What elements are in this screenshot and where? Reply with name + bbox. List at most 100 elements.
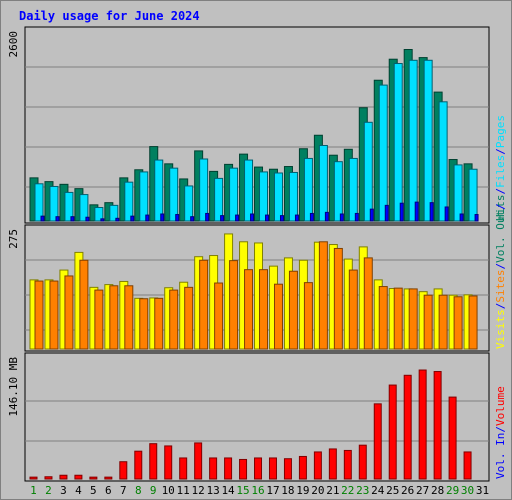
- y-max-label: 2600: [7, 31, 20, 58]
- bar-sites-day-15: [244, 269, 254, 350]
- bar-files-day-8: [139, 171, 149, 222]
- bar-pages-day-20: [324, 211, 329, 222]
- bar-files-day-23: [363, 121, 373, 222]
- bar-files-day-12: [199, 158, 209, 222]
- bar-volume-day-18: [283, 458, 292, 480]
- bar-pages-day-8: [145, 214, 150, 222]
- bar-volume-day-23: [358, 444, 367, 480]
- bar-files-day-5: [94, 207, 104, 222]
- bar-pages-day-16: [265, 214, 270, 222]
- x-label-day-16: 16: [251, 484, 264, 497]
- bar-sites-day-21: [333, 247, 343, 350]
- x-label-day-4: 4: [75, 484, 82, 497]
- bar-files-day-4: [79, 194, 89, 222]
- bar-pages-day-29: [459, 213, 464, 222]
- bar-sites-day-13: [214, 282, 224, 350]
- bar-pages-day-3: [70, 216, 75, 222]
- bar-files-day-11: [184, 185, 194, 222]
- bar-files-day-22: [348, 157, 358, 222]
- bar-volume-day-29: [448, 396, 457, 480]
- x-label-day-15: 15: [236, 484, 249, 497]
- bar-volume-day-13: [209, 457, 218, 480]
- bar-files-day-1: [34, 183, 44, 222]
- bar-volume-day-24: [373, 403, 382, 480]
- bar-volume-day-26: [403, 374, 412, 480]
- bar-sites-day-17: [273, 283, 283, 350]
- x-label-day-10: 10: [162, 484, 175, 497]
- bar-files-day-10: [169, 167, 179, 222]
- bar-volume-day-27: [418, 369, 427, 480]
- bar-files-day-7: [124, 181, 134, 222]
- bar-sites-day-1: [34, 280, 44, 350]
- x-label-day-19: 19: [296, 484, 309, 497]
- bar-volume-day-8: [134, 450, 143, 480]
- bar-pages-day-28: [444, 206, 449, 222]
- x-label-day-25: 25: [386, 484, 399, 497]
- x-label-day-8: 8: [135, 484, 142, 497]
- x-label-day-22: 22: [341, 484, 354, 497]
- bar-volume-day-22: [343, 449, 352, 480]
- bar-pages-day-7: [130, 215, 135, 222]
- x-label-day-24: 24: [371, 484, 385, 497]
- x-label-day-5: 5: [90, 484, 97, 497]
- bar-pages-day-4: [85, 216, 90, 222]
- bar-pages-day-18: [294, 214, 299, 222]
- bar-sites-day-11: [184, 286, 194, 350]
- bar-volume-day-30: [463, 451, 472, 480]
- bar-sites-day-23: [363, 257, 373, 350]
- bar-volume-day-11: [179, 457, 188, 480]
- bar-files-day-14: [229, 167, 239, 222]
- legend-entry: Pages: [494, 115, 507, 148]
- legend-entry: Sites: [494, 270, 507, 303]
- bar-files-day-9: [154, 159, 164, 222]
- bar-sites-day-5: [94, 289, 104, 350]
- bar-volume-day-9: [149, 443, 158, 480]
- x-label-day-30: 30: [461, 484, 474, 497]
- bar-sites-day-16: [259, 269, 269, 350]
- chart-title: Daily usage for June 2024: [19, 9, 200, 23]
- x-label-day-26: 26: [401, 484, 414, 497]
- x-label-day-9: 9: [150, 484, 157, 497]
- bar-volume-day-3: [59, 474, 68, 480]
- bar-files-day-16: [259, 171, 269, 222]
- legend-entry: Visits: [494, 309, 507, 349]
- bar-sites-day-3: [64, 275, 74, 350]
- bar-volume-day-5: [89, 476, 98, 480]
- bar-sites-day-22: [348, 269, 358, 350]
- bar-pages-day-2: [55, 216, 60, 222]
- bar-sites-day-12: [199, 259, 209, 350]
- bar-files-day-26: [408, 59, 418, 222]
- x-label-day-13: 13: [206, 484, 219, 497]
- bar-sites-day-25: [393, 287, 403, 350]
- bar-sites-day-7: [124, 285, 134, 350]
- bar-volume-day-14: [224, 457, 233, 480]
- bar-files-day-20: [318, 144, 328, 222]
- bar-files-day-21: [333, 161, 343, 222]
- bar-files-day-24: [378, 84, 388, 222]
- y-max-label: 146.10 MB: [7, 357, 20, 417]
- bar-volume-day-4: [74, 474, 83, 480]
- bar-pages-day-30: [474, 214, 479, 222]
- legend-entry: Vol. Out: [494, 210, 507, 263]
- bar-pages-day-12: [205, 212, 210, 222]
- bar-pages-day-21: [339, 213, 344, 222]
- bar-sites-day-28: [438, 294, 448, 350]
- bar-files-day-15: [244, 159, 254, 222]
- bar-files-day-2: [49, 185, 59, 222]
- legend-entry: /: [494, 188, 507, 195]
- bar-files-day-17: [273, 172, 283, 222]
- bar-files-day-25: [393, 63, 403, 222]
- bar-pages-day-15: [250, 213, 255, 222]
- bar-pages-day-1: [40, 215, 45, 222]
- bar-pages-day-9: [160, 213, 165, 222]
- legend-entry: /: [494, 203, 507, 210]
- bar-volume-day-6: [104, 476, 113, 480]
- bar-sites-day-10: [169, 289, 179, 350]
- bar-pages-day-23: [369, 208, 374, 222]
- bar-pages-day-19: [309, 212, 314, 222]
- bar-sites-day-18: [288, 270, 298, 350]
- x-label-day-2: 2: [45, 484, 52, 497]
- bar-files-day-19: [303, 157, 313, 222]
- bar-volume-day-15: [239, 458, 248, 480]
